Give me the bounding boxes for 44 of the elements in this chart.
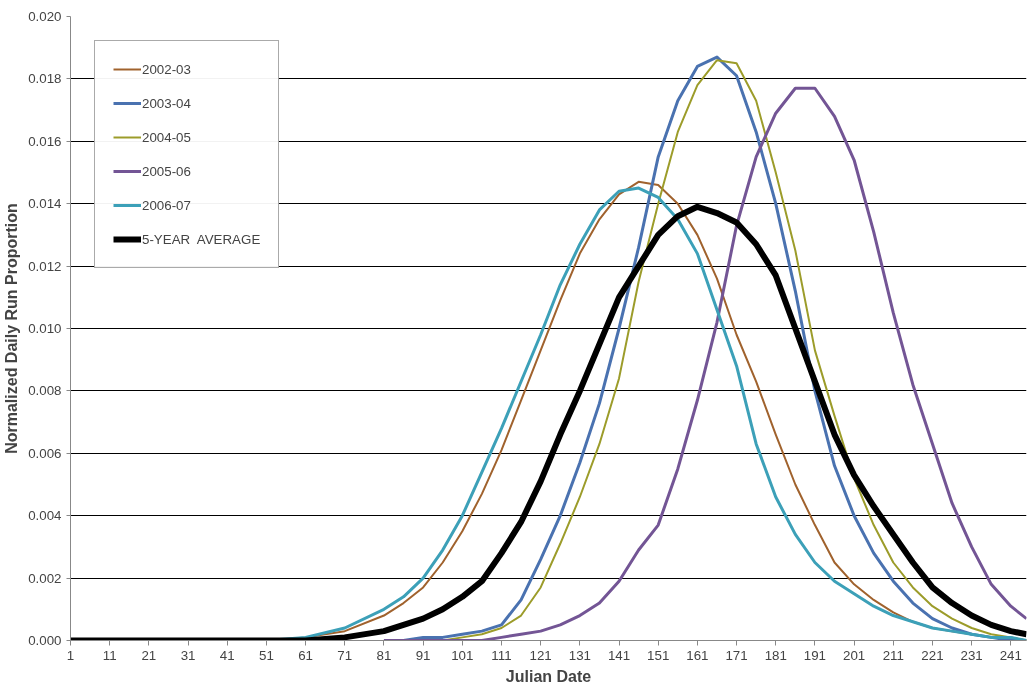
x-axis-title: Julian Date bbox=[505, 667, 592, 685]
legend-label: 2002-03 bbox=[142, 61, 191, 77]
y-tick-label: 0.016 bbox=[28, 133, 62, 149]
x-tick-label: 111 bbox=[491, 647, 512, 663]
y-tick-label: 0.020 bbox=[28, 9, 62, 24]
y-tick-label: 0.014 bbox=[28, 196, 63, 212]
y-tick-label: 0.008 bbox=[28, 383, 62, 399]
x-tick-label: 11 bbox=[102, 647, 117, 663]
x-tick-label: 181 bbox=[764, 647, 787, 663]
x-tick-label: 171 bbox=[725, 647, 748, 663]
x-tick-label: 91 bbox=[415, 647, 431, 663]
x-tick-label: 191 bbox=[803, 647, 827, 663]
x-tick-label: 21 bbox=[141, 647, 157, 663]
legend-label: 5-YEAR AVERAGE bbox=[142, 231, 261, 247]
x-tick-label: 131 bbox=[568, 647, 591, 663]
x-tick-label: 41 bbox=[219, 647, 235, 663]
x-tick-label: 61 bbox=[298, 647, 313, 663]
x-tick-label: 141 bbox=[607, 647, 631, 663]
y-tick-label: 0.006 bbox=[28, 445, 62, 461]
x-tick-label: 81 bbox=[376, 647, 392, 663]
legend-label: 2005-06 bbox=[142, 163, 191, 179]
y-tick-label: 0.000 bbox=[28, 633, 62, 648]
y-axis-title: Normalized Daily Run Proportion bbox=[3, 203, 21, 454]
x-tick-label: 101 bbox=[451, 647, 474, 663]
x-tick-label: 1 bbox=[66, 647, 75, 663]
x-tick-label: 221 bbox=[921, 647, 944, 663]
x-tick-label: 231 bbox=[960, 647, 983, 663]
x-tick-label: 241 bbox=[999, 647, 1022, 663]
y-tick-label: 0.004 bbox=[28, 508, 63, 524]
x-tick-label: 161 bbox=[686, 647, 709, 663]
y-tick-label: 0.018 bbox=[28, 71, 62, 87]
x-tick-label: 51 bbox=[258, 647, 274, 663]
x-tick-label: 121 bbox=[529, 647, 552, 663]
legend-label: 2004-05 bbox=[142, 129, 191, 145]
x-tick-label: 31 bbox=[180, 647, 196, 663]
x-tick-label: 151 bbox=[647, 647, 670, 663]
x-tick-label: 211 bbox=[882, 647, 904, 663]
x-tick-label: 71 bbox=[337, 647, 353, 663]
legend-label: 2003-04 bbox=[142, 95, 191, 111]
x-tick-label: 201 bbox=[842, 647, 866, 663]
legend-label: 2006-07 bbox=[142, 197, 191, 213]
y-tick-label: 0.002 bbox=[28, 570, 62, 586]
y-tick-label: 0.010 bbox=[28, 321, 62, 336]
y-tick-label: 0.012 bbox=[28, 258, 62, 274]
